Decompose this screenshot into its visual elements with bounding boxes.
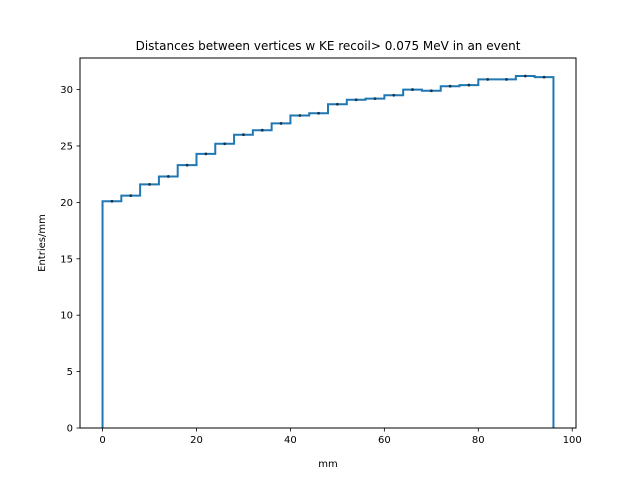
y-tick-label: 15 — [60, 254, 73, 265]
x-tick-label: 100 — [563, 435, 582, 446]
x-tick-label: 40 — [284, 435, 297, 446]
bin-marker — [242, 133, 245, 137]
bin-marker — [110, 199, 114, 203]
x-axis: 0 20 40 60 80 100 — [99, 428, 582, 446]
x-tick-label: 80 — [472, 435, 485, 446]
bin-marker — [392, 93, 396, 97]
histogram-step-line — [101, 75, 555, 428]
bin-marker — [317, 111, 321, 115]
y-axis: 0 5 10 15 20 25 30 — [60, 85, 80, 435]
bin-marker — [505, 78, 508, 81]
bin-marker — [185, 163, 189, 167]
y-tick-label: 5 — [67, 367, 73, 378]
bin-marker — [166, 175, 170, 178]
x-axis-label: mm — [318, 459, 337, 470]
chart-title: Distances between vertices w KE recoil> … — [136, 39, 521, 53]
bin-marker — [335, 102, 339, 106]
bin-marker — [429, 89, 433, 93]
y-tick-label: 30 — [60, 85, 73, 96]
bin-marker — [129, 194, 133, 198]
x-tick-label: 20 — [190, 435, 203, 446]
y-axis-label: Entries/mm — [37, 214, 48, 272]
x-tick-label: 60 — [378, 435, 391, 446]
bin-marker — [298, 114, 302, 117]
bin-marker — [354, 98, 358, 102]
bin-marker — [486, 78, 490, 81]
bin-marker — [279, 122, 283, 125]
bin-marker — [467, 83, 471, 87]
axes-frame — [79, 57, 577, 429]
x-tick-label: 0 — [99, 435, 105, 446]
y-tick-label: 20 — [60, 198, 73, 209]
y-tick-label: 0 — [67, 424, 73, 435]
y-tick-label: 25 — [60, 141, 73, 152]
plot-area — [101, 74, 555, 428]
bin-marker — [411, 88, 414, 91]
bin-marker — [523, 74, 527, 78]
bin-marker — [260, 128, 264, 132]
bin-marker — [223, 142, 227, 146]
bin-marker — [373, 97, 377, 101]
bin-marker — [542, 75, 546, 79]
y-tick-label: 10 — [60, 311, 73, 322]
bin-marker — [204, 152, 208, 156]
bin-marker — [448, 84, 452, 88]
bin-marker — [148, 182, 151, 186]
